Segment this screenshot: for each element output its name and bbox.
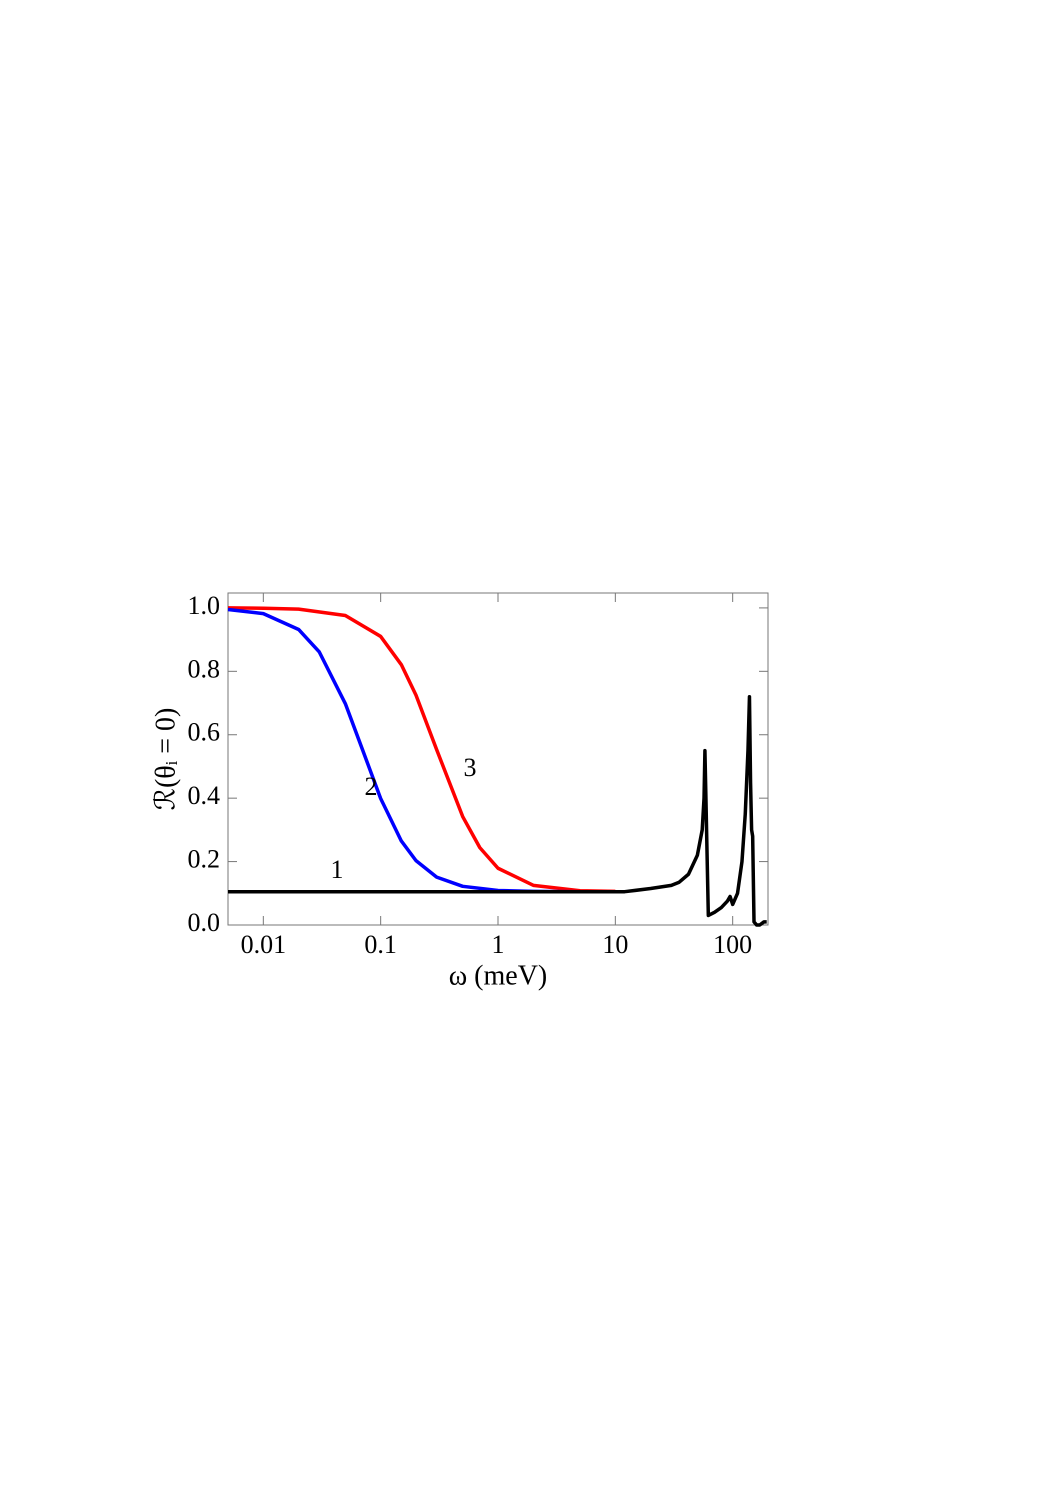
y-tick-label: 0.4 <box>188 781 221 810</box>
y-tick-label: 1.0 <box>188 591 221 620</box>
line-series <box>227 606 616 894</box>
y-tick-label: 0.2 <box>188 845 221 874</box>
curve-label: 1 <box>331 855 344 884</box>
line-series <box>227 607 616 894</box>
x-axis-label: ω (meV) <box>449 960 548 991</box>
y-tick-label: 0.8 <box>188 654 221 683</box>
y-tick-label: 0.0 <box>188 908 221 937</box>
line-series <box>228 694 767 927</box>
x-tick-label: 100 <box>713 930 752 959</box>
x-tick-label: 1 <box>492 930 505 959</box>
curve-label: 2 <box>365 772 378 801</box>
y-tick-label: 0.6 <box>188 718 221 747</box>
x-tick-label: 0.1 <box>364 930 397 959</box>
x-tick-label: 10 <box>602 930 628 959</box>
x-tick-label: 0.01 <box>241 930 287 959</box>
y-axis-label: ℛ(θᵢ = 0) <box>150 708 181 811</box>
curve-label: 3 <box>464 753 477 782</box>
